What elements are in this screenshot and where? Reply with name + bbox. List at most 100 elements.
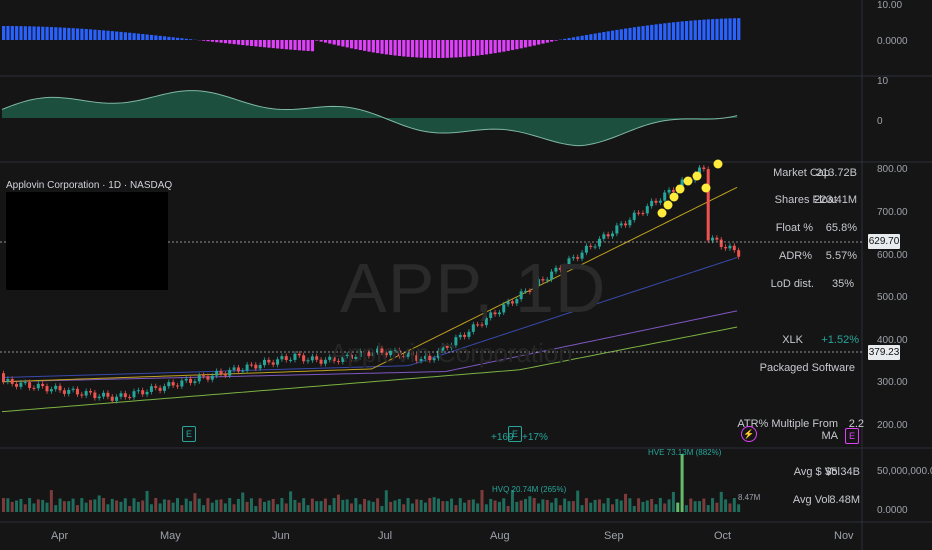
volume-bar [476,503,480,512]
candle-body [650,200,654,207]
volume-bar [463,502,467,512]
volume-bar [293,499,297,512]
symbol-watermark: APP, 1D [340,249,607,327]
osc1-bar [571,37,576,40]
osc1-bar [471,40,475,57]
volume-bar [550,502,554,512]
osc1-bar [645,25,649,40]
candle-body [228,369,232,376]
candle-body [158,387,162,391]
volume-bar [241,492,245,512]
candle-body [463,334,467,337]
stat-float-pct-value: 65.8% [825,222,857,234]
volume-bar [458,498,462,512]
candle-body [658,200,662,203]
volume-bar [93,499,97,512]
osc1-bar [128,32,132,40]
candle-body [328,356,332,360]
osc1-bar [167,36,171,40]
osc1-bar [432,40,436,58]
volume-bar [49,490,53,512]
candle-body [293,353,297,360]
osc1-bar [315,40,319,41]
candle-body [406,352,410,357]
candle-body [119,393,123,397]
osc1-bar [310,40,315,52]
signal-dot [663,200,673,210]
candle-body [467,331,471,337]
osc1-bar [671,22,676,40]
candle-body [602,234,606,239]
osc2-axis-0: 0 [877,116,883,127]
osc1-bar [10,26,14,40]
candle-body [563,266,567,270]
osc1-bar [458,40,462,58]
earnings-event-marker[interactable]: E [182,426,196,442]
osc1-bar [276,40,280,49]
candle-body [245,364,249,371]
osc1-bar [89,29,93,40]
volume-bar [415,499,419,512]
osc1-bar [367,40,371,52]
candle-body [149,386,153,392]
volume-bar [402,504,406,512]
signal-dot [675,184,685,194]
signal-dot [683,176,693,186]
osc1-bar [493,40,497,54]
volume-bar [423,502,427,512]
month-label: May [160,530,181,542]
osc1-bar [110,31,114,40]
candle-body [276,359,280,365]
volume-bar [67,501,71,512]
volume-bar [528,496,532,512]
volume-bar [62,501,66,512]
volume-bar [289,491,293,512]
candle-body [136,390,140,392]
earnings-event-marker[interactable]: E [845,428,859,444]
candle-body [176,385,179,387]
osc1-bar [397,40,402,57]
volume-bar [176,498,179,512]
volume-bar [389,501,393,512]
osc1-bar [84,29,88,40]
osc1-bar [210,40,214,42]
osc1-bar [284,40,288,50]
candle-body [719,239,723,247]
osc1-bar [719,18,723,40]
volume-bar [502,498,506,512]
volume-bar [645,500,649,512]
osc1-axis-10: 10.00 [877,0,903,11]
osc1-bar [554,40,558,41]
osc1-bar [32,26,36,40]
volume-bar [89,499,92,512]
volume-bar [310,498,314,512]
candle-body [415,355,419,361]
candle-body [336,360,340,362]
candle-body [393,350,397,352]
volume-bar [189,501,193,512]
volume-bar [15,500,19,512]
price-axis-200: 200.00 [877,420,908,431]
volume-bar [567,501,571,512]
candle-body [419,359,423,361]
volume-bar [576,490,580,512]
osc1-bar [597,32,602,40]
osc1-bar [515,40,519,50]
lightning-icon[interactable]: ⚡ [741,426,757,442]
volume-bar [197,498,201,512]
osc1-bar [593,33,597,40]
candle-body [519,291,523,300]
volume-axis-50m: 50,000,000.00 [877,466,932,477]
volume-bar [193,493,197,512]
stat-avg-vol-label: Avg Vol [792,494,830,506]
candle-body [571,257,575,259]
candle-body [58,385,62,391]
earnings-event-marker[interactable]: E [508,426,522,442]
volume-bar [650,498,654,512]
osc1-bar [663,23,667,40]
candle-body [263,359,266,366]
osc1-bar [323,40,328,43]
candle-body [402,356,406,358]
volume-bar [515,501,519,512]
